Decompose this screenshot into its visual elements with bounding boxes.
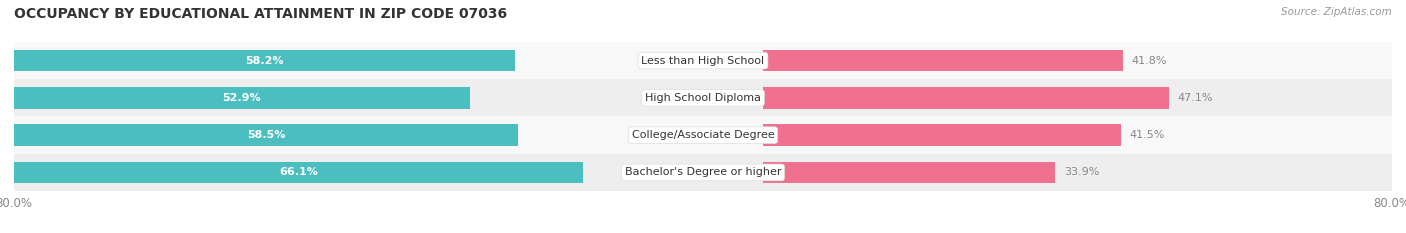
Text: Bachelor's Degree or higher: Bachelor's Degree or higher — [624, 168, 782, 177]
Bar — [763, 124, 1121, 146]
Text: 52.9%: 52.9% — [222, 93, 262, 103]
Bar — [14, 50, 515, 71]
Text: 41.5%: 41.5% — [1129, 130, 1164, 140]
Text: College/Associate Degree: College/Associate Degree — [631, 130, 775, 140]
Bar — [763, 50, 1123, 71]
Text: 66.1%: 66.1% — [280, 168, 318, 177]
Bar — [14, 162, 583, 183]
Text: 58.2%: 58.2% — [246, 56, 284, 65]
Text: Source: ZipAtlas.com: Source: ZipAtlas.com — [1281, 7, 1392, 17]
Text: 47.1%: 47.1% — [1177, 93, 1213, 103]
Bar — [14, 116, 1392, 154]
Bar — [763, 162, 1056, 183]
Text: High School Diploma: High School Diploma — [645, 93, 761, 103]
Bar — [14, 87, 470, 109]
Bar — [14, 42, 1392, 79]
Bar — [14, 79, 1392, 116]
Bar — [14, 124, 517, 146]
Text: 41.8%: 41.8% — [1132, 56, 1167, 65]
Text: OCCUPANCY BY EDUCATIONAL ATTAINMENT IN ZIP CODE 07036: OCCUPANCY BY EDUCATIONAL ATTAINMENT IN Z… — [14, 7, 508, 21]
Text: 58.5%: 58.5% — [247, 130, 285, 140]
Text: 33.9%: 33.9% — [1064, 168, 1099, 177]
Bar — [763, 87, 1168, 109]
Text: Less than High School: Less than High School — [641, 56, 765, 65]
Bar — [14, 154, 1392, 191]
